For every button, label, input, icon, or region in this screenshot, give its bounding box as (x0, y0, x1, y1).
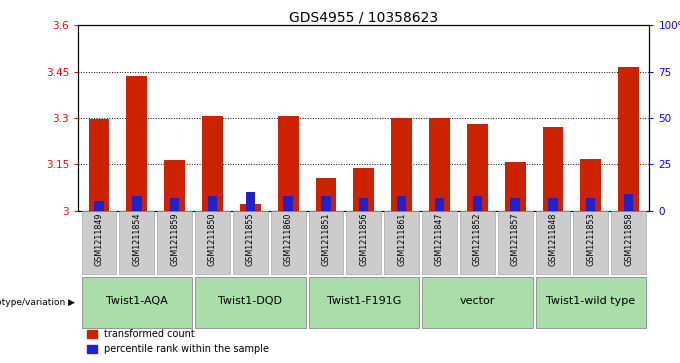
Bar (126, 76, 148, 211)
Text: GSM1211847: GSM1211847 (435, 212, 444, 266)
Text: GSM1211857: GSM1211857 (511, 212, 520, 266)
Bar (316, 178, 337, 211)
Bar (271, 211, 305, 274)
Text: GSM1211852: GSM1211852 (473, 212, 482, 266)
Text: vector: vector (460, 296, 495, 306)
Text: GSM1211856: GSM1211856 (359, 212, 369, 266)
Text: GSM1211849: GSM1211849 (95, 212, 103, 266)
Bar (321, 196, 330, 211)
Bar (309, 277, 419, 327)
Text: GSM1211861: GSM1211861 (397, 212, 406, 266)
Text: Twist1-AQA: Twist1-AQA (106, 296, 168, 306)
Text: GSM1211854: GSM1211854 (133, 212, 141, 266)
Bar (429, 118, 450, 211)
Bar (157, 211, 192, 274)
Bar (586, 197, 596, 211)
Bar (240, 204, 260, 211)
Bar (120, 211, 154, 274)
Bar (618, 67, 639, 211)
Text: GSM1211858: GSM1211858 (624, 212, 633, 266)
Bar (233, 211, 268, 274)
Bar (543, 127, 563, 211)
Bar (88, 119, 109, 211)
Bar (511, 197, 520, 211)
Bar (195, 277, 305, 327)
Bar (536, 211, 571, 274)
Bar (245, 192, 255, 211)
Bar (467, 124, 488, 211)
Bar (309, 211, 343, 274)
Bar (170, 197, 180, 211)
Text: GSM1211860: GSM1211860 (284, 212, 292, 266)
Text: Twist1-DQD: Twist1-DQD (218, 296, 282, 306)
Bar (391, 118, 412, 211)
Bar (359, 197, 369, 211)
Legend: transformed count, percentile rank within the sample: transformed count, percentile rank withi… (83, 326, 273, 358)
Bar (473, 196, 482, 211)
Bar (354, 168, 374, 211)
Bar (277, 117, 299, 211)
Bar (536, 277, 646, 327)
Bar (573, 211, 608, 274)
Text: GSM1211850: GSM1211850 (208, 212, 217, 266)
Bar (498, 211, 532, 274)
Bar (624, 194, 633, 211)
Text: GSM1211848: GSM1211848 (549, 212, 558, 266)
Text: genotype/variation ▶: genotype/variation ▶ (0, 298, 75, 307)
Bar (95, 201, 103, 211)
Bar (580, 159, 601, 211)
Bar (208, 196, 217, 211)
Bar (435, 197, 444, 211)
Bar (460, 211, 494, 274)
Bar (548, 197, 558, 211)
Text: GSM1211859: GSM1211859 (170, 212, 179, 266)
Text: GSM1211855: GSM1211855 (245, 212, 255, 266)
Bar (505, 162, 526, 211)
Bar (422, 277, 532, 327)
Text: GSM1211853: GSM1211853 (586, 212, 595, 266)
Bar (195, 211, 230, 274)
Bar (82, 211, 116, 274)
Bar (284, 196, 293, 211)
Text: Twist1-wild type: Twist1-wild type (546, 296, 635, 306)
Bar (82, 277, 192, 327)
Text: GSM1211851: GSM1211851 (322, 212, 330, 266)
Bar (384, 211, 419, 274)
Bar (397, 196, 407, 211)
Bar (346, 211, 381, 274)
Bar (165, 160, 185, 211)
Bar (422, 211, 457, 274)
Bar (202, 117, 223, 211)
Bar (611, 211, 646, 274)
Bar (132, 196, 141, 211)
Title: GDS4955 / 10358623: GDS4955 / 10358623 (289, 10, 439, 24)
Text: Twist1-F191G: Twist1-F191G (326, 296, 401, 306)
